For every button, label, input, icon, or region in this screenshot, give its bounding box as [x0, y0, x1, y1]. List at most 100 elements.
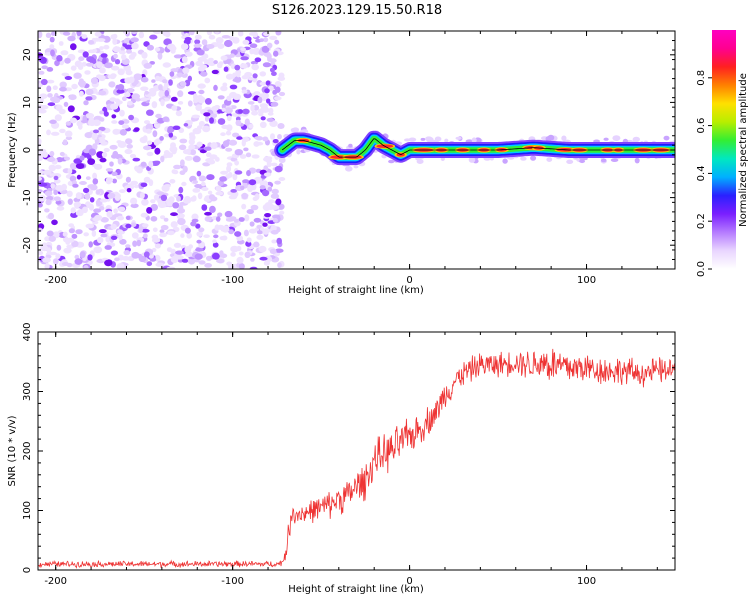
noise-speckle: [248, 179, 257, 186]
noise-speckle: [236, 71, 241, 78]
noise-speckle: [220, 225, 225, 232]
noise-speckle: [220, 85, 228, 92]
noise-speckle: [118, 120, 125, 125]
noise-speckle: [47, 102, 56, 107]
noise-speckle: [272, 214, 281, 219]
noise-speckle: [141, 198, 149, 206]
noise-speckle: [189, 134, 196, 141]
noise-speckle: [160, 224, 169, 231]
noise-speckle: [277, 134, 282, 140]
noise-speckle: [201, 39, 208, 46]
noise-speckle: [190, 221, 197, 227]
noise-speckle: [117, 84, 125, 91]
noise-speckle: [215, 191, 224, 196]
noise-speckle: [163, 184, 171, 188]
noise-speckle: [183, 198, 192, 204]
noise-speckle: [39, 97, 44, 104]
noise-speckle: [38, 109, 47, 114]
noise-speckle: [224, 39, 233, 48]
noise-speckle: [112, 150, 119, 158]
noise-speckle: [104, 62, 113, 69]
noise-speckle: [162, 85, 168, 92]
noise-speckle: [132, 157, 141, 162]
noise-speckle: [159, 136, 164, 141]
noise-speckle: [184, 51, 193, 57]
noise-speckle: [65, 136, 73, 141]
noise-speckle: [187, 91, 197, 95]
noise-speckle: [170, 142, 176, 149]
noise-speckle: [59, 81, 67, 88]
noise-speckle: [241, 89, 248, 94]
noise-speckle: [262, 228, 270, 235]
noise-speckle: [64, 156, 70, 161]
noise-speckle: [77, 64, 84, 70]
noise-speckle: [39, 93, 48, 99]
noise-speckle: [112, 46, 122, 53]
noise-speckle: [154, 147, 161, 155]
noise-speckle: [159, 232, 168, 238]
noise-speckle: [196, 125, 203, 130]
noise-speckle: [209, 205, 216, 213]
noise-speckle: [268, 199, 275, 204]
noise-speckle: [121, 124, 130, 129]
noise-speckle: [208, 194, 216, 201]
noise-speckle: [252, 73, 258, 79]
noise-speckle: [93, 163, 103, 170]
noise-speckle: [202, 125, 211, 133]
noise-speckle: [217, 212, 223, 218]
noise-speckle: [96, 151, 105, 159]
noise-speckle: [199, 149, 207, 154]
noise-speckle: [273, 50, 279, 57]
noise-speckle: [51, 219, 58, 226]
noise-speckle: [215, 37, 224, 44]
noise-speckle: [153, 139, 160, 146]
noise-speckle: [259, 121, 267, 128]
noise-speckle: [74, 254, 80, 260]
track-center-line: [281, 138, 674, 158]
noise-speckle: [270, 101, 279, 107]
noise-speckle: [178, 186, 184, 194]
noise-speckle: [152, 130, 158, 138]
noise-speckle: [169, 71, 175, 77]
noise-speckle: [256, 234, 264, 240]
noise-speckle: [90, 77, 99, 85]
noise-speckle: [103, 44, 110, 50]
noise-speckle: [132, 240, 138, 247]
noise-speckle: [221, 107, 226, 112]
colorbar-tick-label: 0.0: [696, 261, 707, 277]
noise-speckle: [176, 72, 183, 78]
noise-speckle: [167, 230, 175, 236]
noise-speckle: [246, 209, 254, 215]
noise-speckle: [114, 194, 121, 201]
noise-speckle: [59, 128, 66, 134]
noise-speckle: [50, 183, 55, 189]
noise-speckle: [265, 80, 271, 86]
noise-speckle: [46, 79, 55, 84]
noise-speckle: [278, 177, 286, 181]
snr-y-ticks: 0 100 200 300 400: [22, 322, 675, 573]
signal-halo-speckle: [353, 165, 359, 169]
noise-speckle: [110, 223, 117, 230]
noise-speckle: [269, 67, 275, 73]
noise-speckle: [204, 77, 211, 84]
noise-speckle: [88, 148, 97, 156]
noise-speckle: [96, 38, 106, 42]
noise-speckle: [248, 124, 254, 129]
signal-halo-speckle: [468, 156, 476, 163]
noise-speckle: [54, 114, 62, 122]
signal-halo-speckle: [593, 139, 600, 143]
noise-speckle: [244, 251, 251, 258]
noise-speckle: [107, 192, 116, 199]
noise-speckle: [83, 232, 89, 237]
noise-speckle: [96, 61, 103, 69]
noise-speckle: [238, 251, 244, 256]
noise-speckle: [83, 187, 90, 194]
colorbar-tick-label: 0.8: [696, 70, 707, 86]
noise-speckle: [99, 67, 106, 74]
signal-halo-speckle: [420, 137, 426, 141]
noise-speckle: [204, 59, 210, 66]
noise-speckle: [195, 60, 203, 67]
noise-speckle: [73, 158, 83, 164]
noise-speckle: [272, 89, 278, 95]
noise-speckle: [245, 152, 252, 158]
